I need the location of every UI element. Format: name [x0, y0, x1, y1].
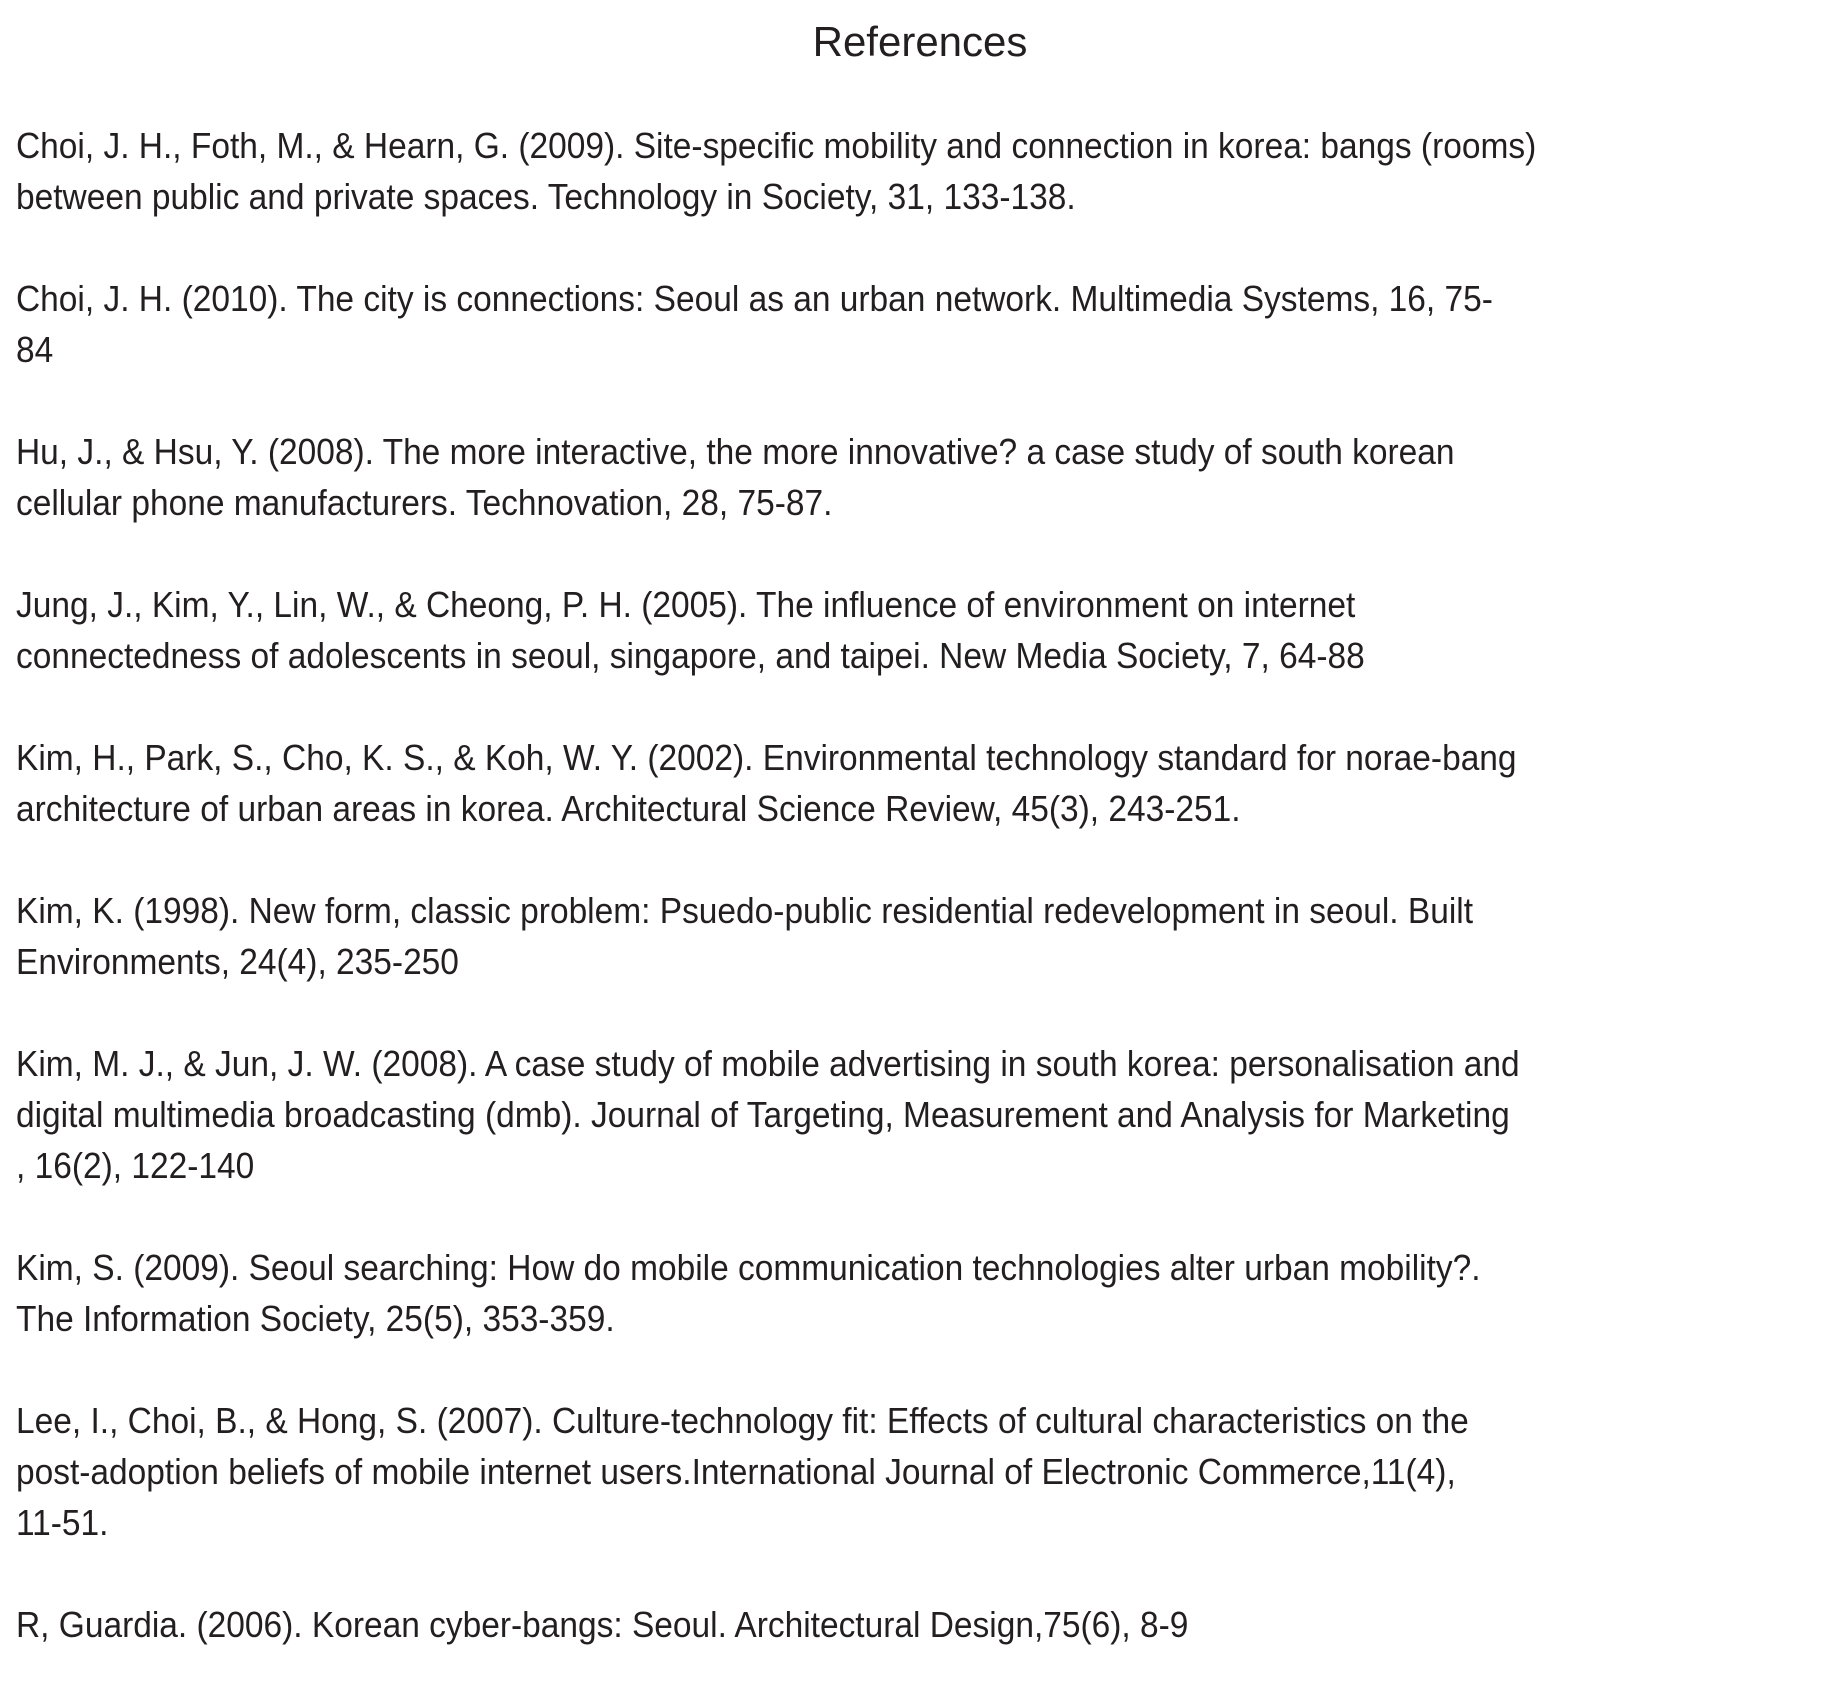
reference-entry: Hu, J., & Hsu, Y. (2008). The more inter…	[16, 426, 1826, 528]
reference-line: 84	[16, 329, 54, 370]
reference-entry: R, Guardia. (2006). Korean cyber-bangs: …	[16, 1599, 1826, 1650]
reference-line: Hu, J., & Hsu, Y. (2008). The more inter…	[16, 431, 1455, 472]
reference-line: , 16(2), 122-140	[16, 1145, 255, 1186]
reference-entry: Kim, H., Park, S., Cho, K. S., & Koh, W.…	[16, 732, 1826, 834]
reference-entry: Choi, J. H., Foth, M., & Hearn, G. (2009…	[16, 120, 1826, 222]
reference-line: Kim, S. (2009). Seoul searching: How do …	[16, 1247, 1481, 1288]
reference-line: digital multimedia broadcasting (dmb). J…	[16, 1094, 1510, 1135]
reference-entry: Lee, I., Choi, B., & Hong, S. (2007). Cu…	[16, 1395, 1826, 1548]
reference-entry: Kim, M. J., & Jun, J. W. (2008). A case …	[16, 1038, 1826, 1191]
reference-entry: Jung, J., Kim, Y., Lin, W., & Cheong, P.…	[16, 579, 1826, 681]
reference-line: 11-51.	[16, 1502, 109, 1543]
reference-line: The Information Society, 25(5), 353-359.	[16, 1298, 615, 1339]
reference-line: Choi, J. H. (2010). The city is connecti…	[16, 278, 1493, 319]
reference-line: cellular phone manufacturers. Technovati…	[16, 482, 833, 523]
reference-entry: Choi, J. H. (2010). The city is connecti…	[16, 273, 1826, 375]
reference-line: between public and private spaces. Techn…	[16, 176, 1076, 217]
reference-line: Environments, 24(4), 235-250	[16, 941, 459, 982]
reference-entry: Kim, K. (1998). New form, classic proble…	[16, 885, 1826, 987]
reference-line: connectedness of adolescents in seoul, s…	[16, 635, 1365, 676]
reference-line: Kim, M. J., & Jun, J. W. (2008). A case …	[16, 1043, 1520, 1084]
reference-line: post-adoption beliefs of mobile internet…	[16, 1451, 1456, 1492]
reference-line: Jung, J., Kim, Y., Lin, W., & Cheong, P.…	[16, 584, 1356, 625]
reference-line: Kim, K. (1998). New form, classic proble…	[16, 890, 1474, 931]
reference-line: R, Guardia. (2006). Korean cyber-bangs: …	[16, 1604, 1189, 1645]
reference-line: Choi, J. H., Foth, M., & Hearn, G. (2009…	[16, 125, 1537, 166]
reference-list: Choi, J. H., Foth, M., & Hearn, G. (2009…	[16, 120, 1826, 1701]
reference-line: Lee, I., Choi, B., & Hong, S. (2007). Cu…	[16, 1400, 1469, 1441]
reference-line: architecture of urban areas in korea. Ar…	[16, 788, 1241, 829]
reference-entry: Kim, S. (2009). Seoul searching: How do …	[16, 1242, 1826, 1344]
page-title: References	[812, 18, 1028, 65]
reference-line: Kim, H., Park, S., Cho, K. S., & Koh, W.…	[16, 737, 1517, 778]
